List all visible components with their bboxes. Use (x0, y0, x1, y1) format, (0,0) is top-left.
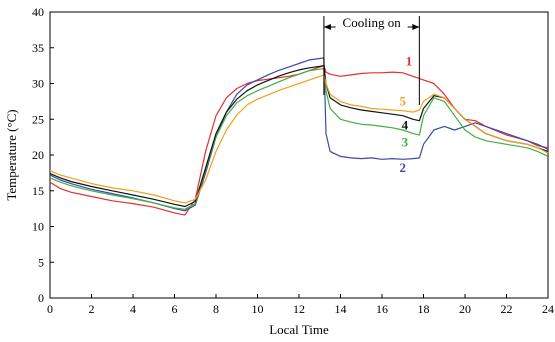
cooling-arrow-head-left (323, 24, 331, 30)
x-axis-title: Local Time (269, 322, 329, 337)
x-tick-label: 6 (172, 302, 178, 316)
series-line-2 (49, 57, 549, 212)
y-tick-label: 5 (38, 255, 44, 269)
y-tick-label: 20 (32, 148, 44, 162)
y-tick-label: 35 (32, 41, 44, 55)
series-line-3 (49, 67, 549, 210)
cooling-label-background (335, 14, 408, 32)
x-tick-label: 14 (335, 302, 347, 316)
plot-area (49, 11, 549, 299)
y-tick-label: 40 (32, 5, 44, 19)
x-tick-label: 18 (418, 302, 430, 316)
x-tick-label: 24 (542, 302, 554, 316)
x-tick-label: 10 (252, 302, 264, 316)
y-tick-label: 30 (32, 77, 44, 91)
series-label-1: 1 (406, 54, 413, 69)
series-label-4: 4 (402, 117, 409, 132)
cooling-arrow-head-right (412, 24, 420, 30)
x-tick-label: 20 (459, 302, 471, 316)
cooling-label: Cooling on (343, 15, 402, 30)
series-line-1 (49, 65, 549, 216)
y-axis-title: Temperature (°C) (4, 109, 19, 200)
x-tick-label: 22 (501, 302, 513, 316)
y-tick-label: 10 (32, 220, 44, 234)
series-label-5: 5 (400, 94, 407, 109)
x-tick-label: 12 (293, 302, 305, 316)
y-tick-label: 0 (38, 291, 44, 305)
annotation-layer: Cooling on (323, 14, 420, 105)
series-line-5 (49, 74, 549, 204)
x-tick-label: 16 (376, 302, 388, 316)
plot-frame (49, 11, 549, 299)
series-layer: 1 2 3 4 5 (49, 54, 549, 216)
y-tick-label: 15 (32, 184, 44, 198)
y-tick-label: 25 (32, 112, 44, 126)
x-tick-label: 4 (130, 302, 136, 316)
x-tick-label: 2 (89, 302, 95, 316)
x-tick-label: 8 (213, 302, 219, 316)
series-label-2: 2 (400, 160, 407, 175)
series-label-3: 3 (402, 134, 409, 149)
x-tick-label: 0 (47, 302, 53, 316)
